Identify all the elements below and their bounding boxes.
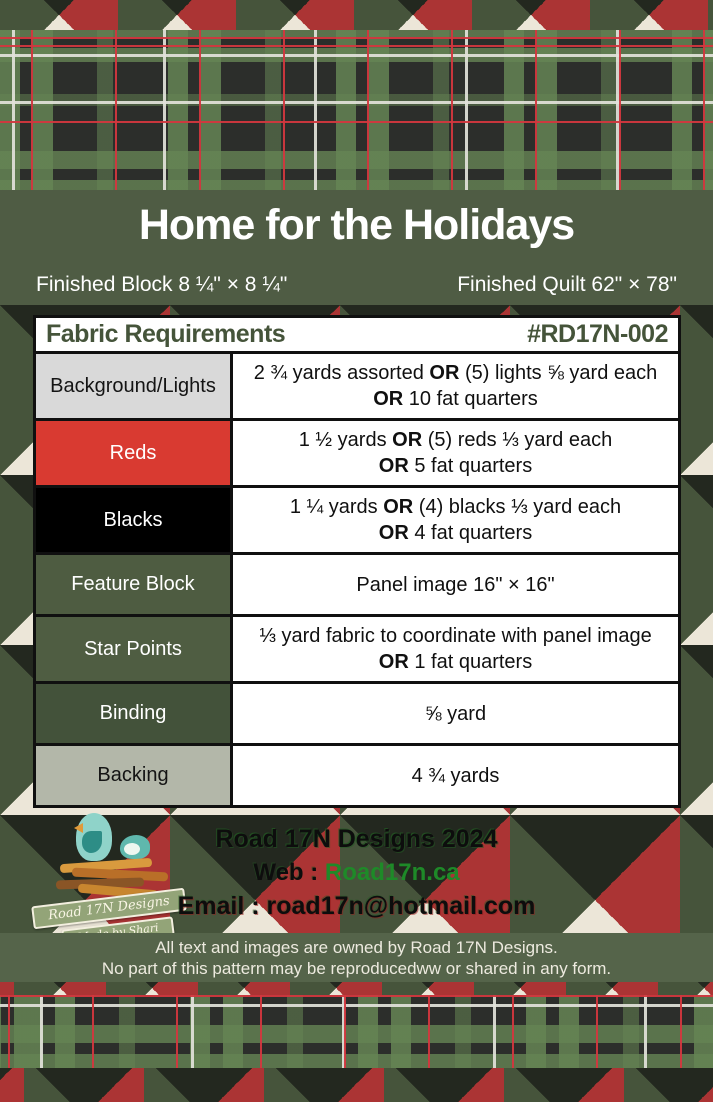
designer-credit: Road 17N Designs 2024 [215,825,498,853]
table-row: Blacks 1 ¼ yards OR (4) blacks ⅓ yard eac… [36,485,678,552]
small-bird-icon [120,835,150,859]
disclaimer-line-1: All text and images are owned by Road 17… [155,938,558,957]
row-value: 1 ½ yards OR (5) reds ⅓ yard each OR 5 fa… [298,429,613,477]
website-label: Web : [253,859,325,886]
row-label: Background/Lights [36,354,233,418]
page-title: Home for the Holidays [138,201,575,249]
email-line: Email : road17n@hotmail.com [0,892,713,921]
plaid-fabric-bottom [0,995,713,1068]
table-row: Backing 4 ¾ yards [36,743,678,805]
big-bird-icon [74,813,112,861]
email-address[interactable]: road17n@hotmail.com [266,892,536,920]
row-label: Star Points [36,617,233,681]
row-label: Blacks [36,488,233,552]
plaid-fabric-top [0,30,713,190]
row-value: 1 ¼ yards OR (4) blacks ⅓ yard each OR 4 … [289,496,622,544]
road17n-logo: Road 17N Designs Made by Shari [26,813,198,949]
pattern-number: #RD17N-002 [527,320,668,348]
title-banner: Home for the Holidays Finished Block 8 ¼… [0,190,713,305]
table-row: Reds 1 ½ yards OR (5) reds ⅓ yard each OR … [36,418,678,485]
table-row: Binding ⅝ yard [36,681,678,743]
row-label: Backing [36,746,233,805]
table-title: Fabric Requirements [46,320,286,348]
website-line: Web : Road17n.ca [0,859,713,887]
finished-quilt-size: Finished Quilt 62" × 78" [457,273,677,296]
row-label: Feature Block [36,555,233,614]
finished-block-size: Finished Block 8 ¼" × 8 ¼" [36,273,288,296]
row-label: Binding [36,684,233,743]
table-row: Star Points ⅓ yard fabric to coordinate w… [36,614,678,681]
table-header: Fabric Requirements #RD17N-002 [36,318,678,351]
row-value: ⅝ yard [424,702,487,725]
row-value: ⅓ yard fabric to coordinate with panel i… [259,625,652,673]
row-value: 4 ¾ yards [411,764,500,787]
row-value: 2 ¾ yards assorted OR (5) lights ⅝ yard … [253,362,658,410]
quilt-photo-background: Fabric Requirements #RD17N-002 Backgroun… [0,305,713,949]
table-row: Background/Lights 2 ¾ yards assorted OR (… [36,351,678,418]
table-row: Feature Block Panel image 16" × 16" [36,552,678,614]
fabric-requirements-table: Fabric Requirements #RD17N-002 Backgroun… [33,315,681,808]
website-link[interactable]: Road17n.ca [324,859,460,886]
copyright-disclaimer: All text and images are owned by Road 17… [0,933,713,982]
disclaimer-line-2: No part of this pattern may be reproduce… [101,959,612,978]
mid-patchwork-strip [0,982,713,995]
row-label: Reds [36,421,233,485]
finished-sizes-row: Finished Block 8 ¼" × 8 ¼" Finished Quil… [0,273,713,297]
bottom-patchwork-strip [0,1068,713,1102]
row-value: Panel image 16" × 16" [356,573,555,596]
fabric-table-body: Background/Lights 2 ¾ yards assorted OR (… [36,351,678,805]
credits-block: Road 17N Designs 2024 Web : Road17n.ca E… [0,825,713,921]
top-patchwork-strip [0,0,713,30]
email-label: Email : [177,892,267,920]
